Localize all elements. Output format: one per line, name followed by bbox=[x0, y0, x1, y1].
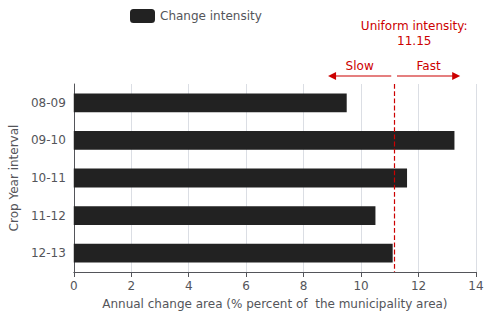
svg-text:11-12: 11-12 bbox=[31, 209, 66, 223]
svg-text:0: 0 bbox=[70, 279, 78, 293]
svg-text:6: 6 bbox=[242, 279, 250, 293]
svg-text:11.15: 11.15 bbox=[397, 34, 431, 48]
svg-text:Uniform intensity:: Uniform intensity: bbox=[361, 19, 468, 33]
svg-text:12-13: 12-13 bbox=[31, 246, 66, 260]
svg-text:Change intensity: Change intensity bbox=[160, 9, 262, 23]
svg-text:10: 10 bbox=[353, 279, 368, 293]
svg-text:10-11: 10-11 bbox=[31, 171, 66, 185]
svg-text:08-09: 08-09 bbox=[31, 96, 66, 110]
svg-text:14: 14 bbox=[468, 279, 483, 293]
svg-text:8: 8 bbox=[300, 279, 308, 293]
svg-text:Fast: Fast bbox=[417, 59, 441, 73]
svg-text:2: 2 bbox=[127, 279, 135, 293]
svg-text:Annual change area (% percent: Annual change area (% percent of the mun… bbox=[102, 297, 447, 311]
svg-text:Slow: Slow bbox=[346, 59, 374, 73]
svg-text:12: 12 bbox=[411, 279, 426, 293]
svg-text:4: 4 bbox=[185, 279, 193, 293]
svg-text:Crop Year interval: Crop Year interval bbox=[7, 125, 21, 232]
svg-text:09-10: 09-10 bbox=[31, 133, 66, 147]
